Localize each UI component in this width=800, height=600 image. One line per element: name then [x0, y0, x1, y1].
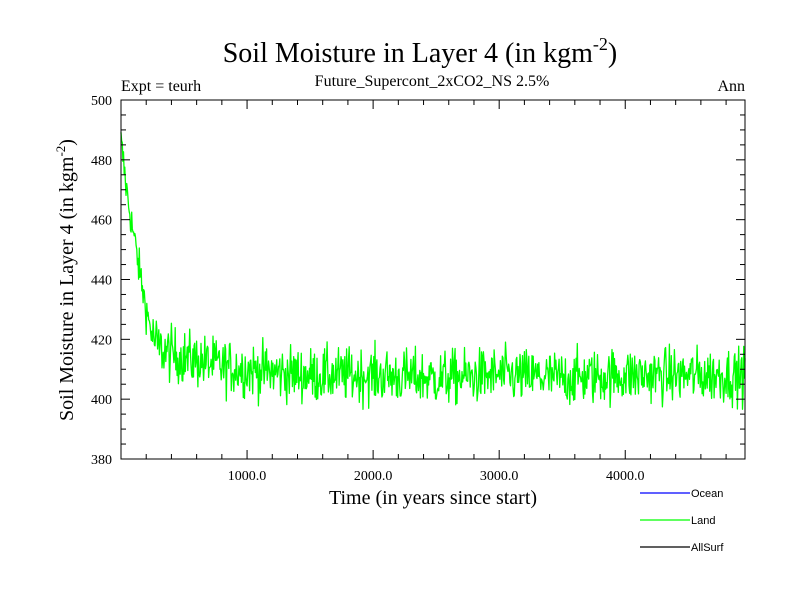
chart-title-close: ) — [608, 38, 617, 69]
y-axis-label-main: Soil Moisture in Layer 4 (in kgm — [56, 156, 78, 421]
y-tick-label: 400 — [91, 393, 112, 408]
y-tick-label: 440 — [91, 274, 112, 289]
y-tick-label: 460 — [91, 214, 112, 229]
y-axis-label: Soil Moisture in Layer 4 (in kgm-2) — [53, 139, 78, 421]
legend: Ocean Land AllSurf — [640, 488, 724, 554]
chart-subtitle: Future_Supercont_2xCO2_NS 2.5% — [315, 73, 550, 90]
legend-label-ocean: Ocean — [691, 488, 723, 500]
series-line-land — [120, 132, 746, 410]
x-axis-label: Time (in years since start) — [329, 487, 537, 509]
chart-title-sup: -2 — [593, 34, 608, 54]
x-axis: 1000.0 2000.0 3000.0 4000.0 — [145, 100, 727, 484]
y-tick-label: 500 — [91, 94, 112, 109]
period-label: Ann — [717, 78, 745, 95]
x-tick-label: 1000.0 — [228, 469, 267, 484]
chart-title: Soil Moisture in Layer 4 (in kgm-2) — [223, 34, 618, 69]
y-tick-label: 420 — [91, 333, 112, 348]
x-tick-label: 3000.0 — [480, 469, 519, 484]
chart-title-main: Soil Moisture in Layer 4 (in kgm — [223, 38, 593, 69]
y-axis-label-close: ) — [56, 139, 78, 146]
x-tick-label: 4000.0 — [606, 469, 645, 484]
plot-frame — [120, 99, 746, 460]
y-tick-label: 380 — [91, 453, 112, 468]
y-tick-label: 480 — [91, 154, 112, 169]
y-axis: 380 400 420 440 460 480 500 — [91, 94, 745, 468]
y-axis-label-sup: -2 — [53, 146, 68, 157]
legend-label-land: Land — [691, 515, 715, 527]
legend-label-allsurf: AllSurf — [691, 542, 724, 554]
plot-data — [120, 132, 746, 410]
experiment-label: Expt = teurh — [121, 78, 201, 95]
x-tick-label: 2000.0 — [354, 469, 393, 484]
